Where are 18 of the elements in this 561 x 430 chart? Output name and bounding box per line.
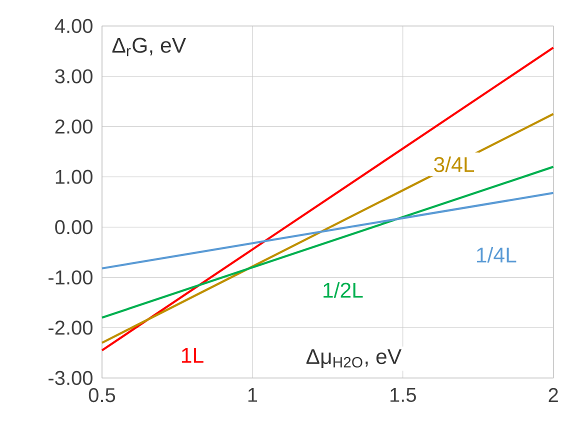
y-tick-label: 3.00 bbox=[55, 69, 92, 84]
series-label: 1/4L bbox=[477, 246, 516, 263]
x-tick-label: 1 bbox=[248, 388, 258, 402]
x-tick-label: 0.5 bbox=[88, 388, 116, 402]
y-tick-label: 1.00 bbox=[56, 170, 92, 184]
y-axis-title: Δ$_{r}$G, eV bbox=[112, 38, 186, 56]
y-tick-label: -1.00 bbox=[48, 270, 92, 285]
series-label: 1/2L bbox=[324, 282, 363, 298]
y-tick-label: 0.00 bbox=[55, 220, 92, 234]
y-tick-label: 2.00 bbox=[55, 119, 92, 134]
x-axis-title: Δμ$_{H2O}$, eV bbox=[306, 349, 402, 368]
x-tick-label: 1.5 bbox=[390, 388, 416, 402]
x-tick-label: 2 bbox=[548, 388, 558, 402]
y-tick-label: -2.00 bbox=[48, 320, 92, 335]
series-label: 3/4L bbox=[434, 156, 474, 172]
y-tick-label: -3.00 bbox=[48, 370, 92, 386]
series-label: 1L bbox=[182, 348, 204, 363]
y-tick-label: 4.00 bbox=[54, 18, 92, 34]
